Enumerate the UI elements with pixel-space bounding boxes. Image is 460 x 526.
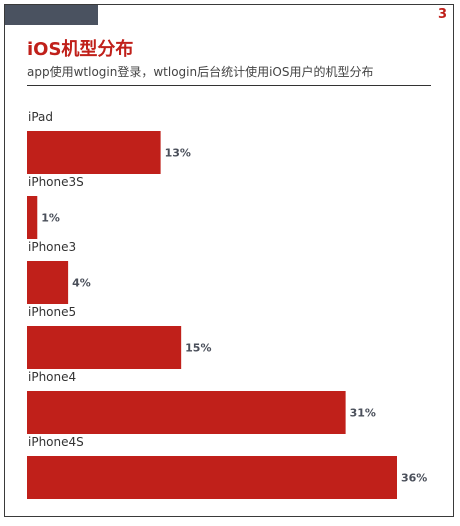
bar [27,131,161,174]
category-label: iPad [28,110,53,124]
bar [27,456,397,499]
value-label: 13% [165,147,191,160]
bar [27,326,182,369]
category-label: iPhone4 [28,370,76,384]
value-label: 31% [350,407,376,420]
category-label: iPhone3S [28,175,84,189]
category-label: iPhone4S [28,435,84,449]
slide: 3 iOS机型分布 app使用wtlogin登录，wtlogin后台统计使用iO… [4,4,454,517]
page-subtitle: app使用wtlogin登录，wtlogin后台统计使用iOS用户的机型分布 [27,65,374,79]
page-number: 3 [437,7,447,22]
value-label: 15% [185,342,211,355]
bar-chart: iPad 13% iPhone3S 1% iPhone3 4% iPhone5 15% iPho… [27,110,427,499]
category-label: iPhone5 [28,305,76,319]
title-divider [27,85,431,86]
corner-tab-decoration [5,5,98,25]
value-label: 36% [401,472,427,485]
bar [27,261,69,304]
bar [27,196,38,239]
category-label: iPhone3 [28,240,76,254]
value-label: 1% [41,212,60,225]
page-title: iOS机型分布 [27,39,134,60]
value-label: 4% [72,277,91,290]
bar [27,391,346,434]
